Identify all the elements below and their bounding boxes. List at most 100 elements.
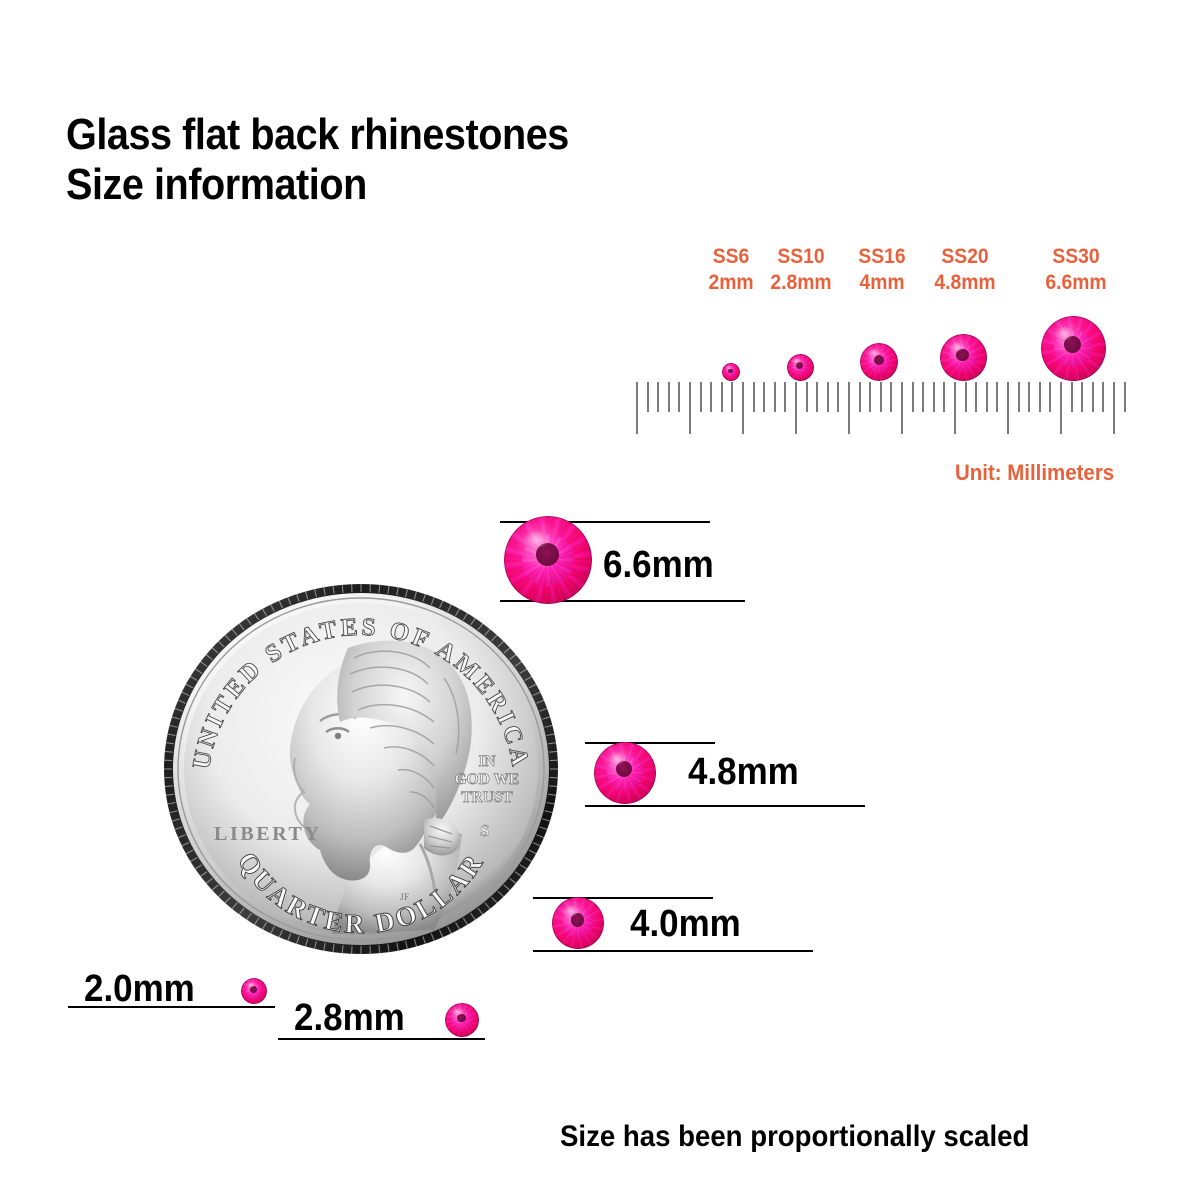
ruler-tick-minor (1091, 382, 1094, 412)
gem-spark (452, 1008, 463, 1016)
ruler-tick-minor (720, 382, 723, 412)
ruler-tick-minor (1070, 382, 1073, 412)
ruler-tick-minor (816, 382, 819, 412)
ruler-tick-minor (646, 382, 649, 412)
us-quarter-coin: JF UNITED STATES OF AMERICA QUARTER DOLL… (162, 582, 560, 956)
size-code: SS30 (1052, 245, 1100, 268)
svg-text:IN: IN (478, 753, 495, 770)
measure-line-top-40mm (533, 897, 713, 899)
rhinestone-28mm (445, 1003, 479, 1037)
ruler-tick-minor (1038, 382, 1041, 412)
ruler-tick-minor (943, 382, 946, 412)
gem-core (250, 986, 258, 993)
rhinestone-ss6 (722, 363, 740, 381)
ruler-tick-major (954, 382, 956, 434)
rhinestone-ss10 (786, 354, 814, 381)
ruler-tick-minor (1049, 382, 1052, 412)
rhinestone-40mm (552, 897, 604, 949)
size-mm: 4mm (859, 270, 905, 294)
gem-rim (504, 516, 592, 604)
ruler-tick-minor (922, 382, 925, 412)
ruler-tick-minor (773, 382, 776, 412)
gem-spark (725, 365, 732, 370)
gem-core (873, 354, 884, 365)
ruler-tick-minor (784, 382, 787, 412)
size-mm: 2.8mm (770, 270, 832, 294)
gem-spark (792, 358, 801, 365)
size-code: SS16 (858, 245, 906, 268)
ruler-tick-major (848, 382, 850, 434)
ruler-tick-major (1060, 382, 1062, 434)
rhinestone-66mm (504, 516, 592, 604)
ruler-tick-minor (1017, 382, 1020, 412)
measure-line-bottom-66mm (500, 600, 745, 602)
gem-rim (241, 978, 267, 1004)
gem-rim (860, 343, 898, 381)
size-code: SS10 (777, 245, 825, 268)
rhinestone-ss20 (939, 334, 987, 381)
ruler-tick-minor (1028, 382, 1031, 412)
footer-note: Size has been proportionally scaled (560, 1120, 1030, 1153)
rhinestone-ss30 (1040, 316, 1106, 381)
measure-label-66mm: 6.6mm (603, 544, 714, 586)
title-line-1: Glass flat back rhinestones (66, 110, 569, 159)
svg-text:GOD WE: GOD WE (455, 771, 520, 788)
svg-text:TRUST: TRUST (461, 789, 513, 806)
ruler-tick-major (636, 382, 638, 434)
ruler-tick-minor (858, 382, 861, 412)
ruler-tick-minor (932, 382, 935, 412)
ruler-tick-minor (985, 382, 988, 412)
gem-core (535, 543, 559, 567)
ruler-tick-minor (996, 382, 999, 412)
measure-line-bottom-40mm (533, 950, 813, 952)
measure-line-bottom-48mm (585, 805, 865, 807)
ruler-tick-minor (678, 382, 681, 412)
measure-label-48mm: 4.8mm (688, 751, 799, 793)
rhinestone-ss16 (860, 343, 898, 381)
gem-core (457, 1013, 467, 1023)
gem-rim (552, 897, 604, 949)
ruler-tick-minor (1123, 382, 1126, 412)
gem-rim (722, 363, 740, 381)
ruler-tick-major (795, 382, 797, 434)
gem-rim (940, 334, 987, 381)
ruler-tick-minor (826, 382, 829, 412)
size-mm: 2mm (708, 270, 754, 294)
coin-liberty: LIBERTY (214, 823, 322, 845)
ruler-tick-minor (911, 382, 914, 412)
ruler-tick-minor (975, 382, 978, 412)
coin-mint-mark: S (480, 821, 489, 840)
gem-core (796, 362, 804, 370)
ruler-tick-major (1007, 382, 1009, 434)
gem-spark (607, 751, 627, 766)
ruler-tick-minor (837, 382, 840, 412)
ruler-tick-minor (710, 382, 713, 412)
measure-label-40mm: 4.0mm (630, 903, 741, 945)
ruler-tick-major (742, 382, 744, 434)
ruler-tick-minor (699, 382, 702, 412)
unit-label: Unit: Millimeters (955, 460, 1115, 485)
gem-spark (1054, 326, 1075, 341)
gem-spark (868, 349, 880, 358)
gem-rim (1041, 316, 1106, 381)
svg-text:JF: JF (400, 892, 410, 902)
measure-line-top-66mm (500, 521, 710, 523)
size-label-ss20: SS20 4.8mm (910, 244, 1020, 295)
ruler-tick-minor (667, 382, 670, 412)
gem-spark (949, 341, 964, 352)
measure-line-top-48mm (585, 742, 715, 744)
ruler-tick-minor (752, 382, 755, 412)
gem-spark (563, 905, 580, 917)
millimeter-ruler (636, 382, 1128, 442)
ruler-tick-minor (1081, 382, 1084, 412)
ruler-tick-minor (1102, 382, 1105, 412)
measure-label-20mm: 2.0mm (84, 968, 195, 1010)
gem-rim (787, 354, 814, 381)
ruler-tick-minor (763, 382, 766, 412)
coin-motto: IN GOD WE TRUST (454, 753, 520, 807)
size-label-ss10: SS10 2.8mm (746, 244, 856, 295)
measure-line-bottom-28mm (278, 1038, 485, 1040)
rhinestone-20mm (241, 978, 267, 1004)
ruler-tick-minor (805, 382, 808, 412)
